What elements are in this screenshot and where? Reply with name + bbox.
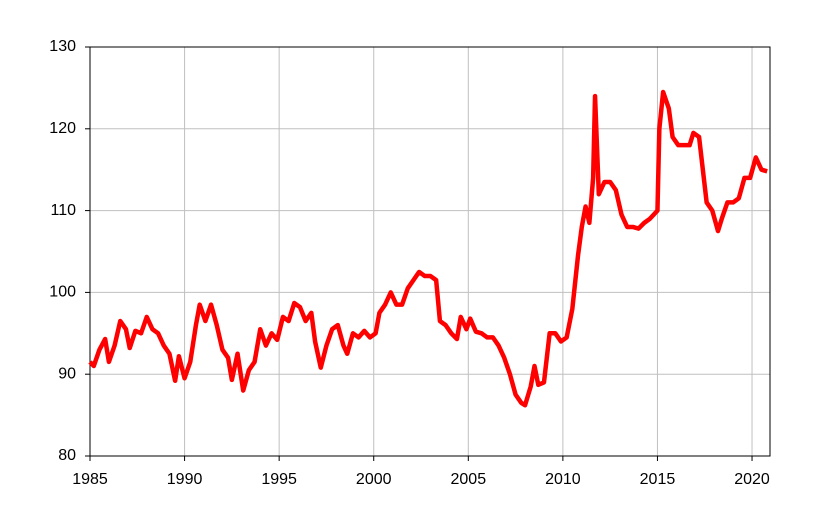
x-tick-label: 1995 bbox=[261, 471, 297, 488]
y-tick-label: 120 bbox=[49, 120, 76, 137]
y-tick-label: 80 bbox=[58, 447, 76, 464]
x-tick-label: 2020 bbox=[734, 471, 770, 488]
y-tick-label: 90 bbox=[58, 365, 76, 382]
plot-frame bbox=[89, 46, 771, 457]
x-tick-label: 2005 bbox=[451, 471, 487, 488]
x-tick-label: 2000 bbox=[356, 471, 392, 488]
y-tick-label: 110 bbox=[50, 202, 76, 219]
x-tick-label: 2010 bbox=[545, 471, 581, 488]
x-tick-label: 2015 bbox=[640, 471, 676, 488]
y-tick-label: 130 bbox=[49, 38, 76, 55]
line-series bbox=[88, 89, 768, 408]
x-tick-label: 1985 bbox=[72, 471, 108, 488]
y-tick-label: 100 bbox=[49, 284, 76, 301]
x-tick-label: 1990 bbox=[167, 471, 203, 488]
